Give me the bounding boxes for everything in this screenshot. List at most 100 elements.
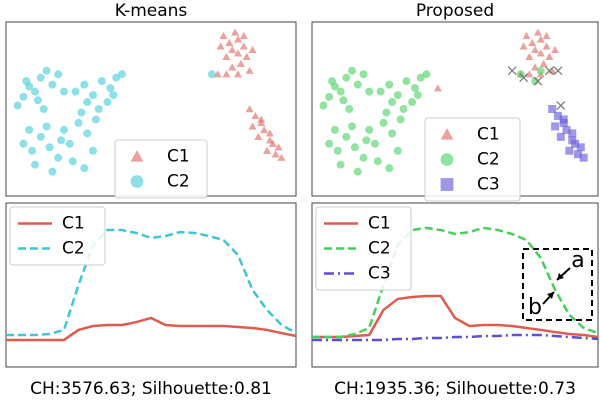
point [382, 108, 391, 117]
point [106, 84, 115, 93]
point [413, 91, 422, 100]
point [556, 132, 565, 141]
point [342, 132, 351, 141]
point [265, 136, 274, 144]
point [353, 167, 362, 176]
point [525, 70, 534, 78]
point [519, 42, 528, 50]
point [42, 66, 51, 75]
line [6, 316, 297, 342]
arrowhead [557, 273, 564, 280]
point [242, 52, 251, 60]
point [277, 153, 286, 161]
point [359, 70, 368, 79]
point [330, 125, 339, 134]
point [245, 105, 254, 113]
point [545, 52, 554, 60]
legend-marker [440, 178, 454, 191]
point [565, 146, 574, 155]
point [60, 87, 68, 96]
point [548, 105, 557, 113]
point [239, 42, 248, 50]
point [325, 139, 334, 148]
point [22, 77, 31, 86]
point [531, 77, 540, 86]
point [109, 91, 118, 100]
legend-label: C2 [167, 172, 190, 192]
point [19, 92, 28, 101]
point [362, 136, 371, 145]
point [80, 164, 89, 173]
point [551, 122, 560, 131]
point [54, 153, 63, 162]
point [260, 125, 269, 134]
point [345, 105, 354, 113]
annotation: a [571, 248, 584, 273]
point [531, 63, 540, 71]
legend-marker [130, 150, 144, 162]
point [60, 125, 68, 134]
point [97, 77, 106, 86]
point [325, 92, 334, 101]
point [385, 80, 394, 89]
point [263, 146, 271, 154]
point [336, 87, 345, 96]
point [422, 70, 431, 79]
point [234, 70, 242, 78]
point [573, 150, 582, 159]
legend-box [114, 139, 208, 199]
point [94, 105, 103, 113]
point [216, 42, 225, 50]
caption: CH:3576.63; Silhouette:0.81 [30, 379, 272, 399]
point [251, 111, 260, 120]
point [271, 150, 280, 158]
point [39, 105, 48, 113]
point [25, 125, 34, 134]
point [333, 146, 342, 155]
point [74, 118, 83, 127]
point [77, 108, 86, 117]
legend-marker [130, 175, 144, 188]
point [248, 45, 257, 54]
legend-label: C2 [368, 239, 391, 259]
point [562, 125, 571, 134]
point [103, 98, 112, 107]
point [68, 157, 77, 166]
point [365, 87, 374, 96]
point [365, 125, 374, 134]
legend-marker [440, 153, 454, 166]
legend-key [440, 128, 454, 140]
point [408, 98, 417, 107]
caption: CH:1935.36; Silhouette:0.73 [334, 379, 576, 399]
point [33, 96, 42, 105]
legend-label: C2 [62, 239, 85, 259]
point [396, 115, 405, 124]
point [559, 118, 568, 127]
point [568, 136, 577, 145]
point [219, 31, 228, 40]
point [42, 122, 51, 131]
point [274, 143, 283, 151]
point [222, 52, 231, 60]
point [83, 129, 92, 138]
point [45, 143, 54, 152]
point [542, 31, 551, 40]
point [231, 28, 240, 36]
point [350, 143, 359, 152]
point [54, 70, 63, 79]
point [213, 70, 222, 78]
point [507, 66, 517, 76]
line [312, 226, 599, 339]
point [239, 31, 248, 40]
point [353, 80, 362, 89]
point [13, 101, 22, 110]
legend-label: C2 [477, 150, 500, 170]
point [388, 129, 397, 138]
point [118, 70, 126, 79]
point [89, 91, 97, 100]
point [359, 153, 368, 162]
point [225, 38, 234, 47]
point [579, 153, 588, 162]
point [519, 73, 529, 83]
